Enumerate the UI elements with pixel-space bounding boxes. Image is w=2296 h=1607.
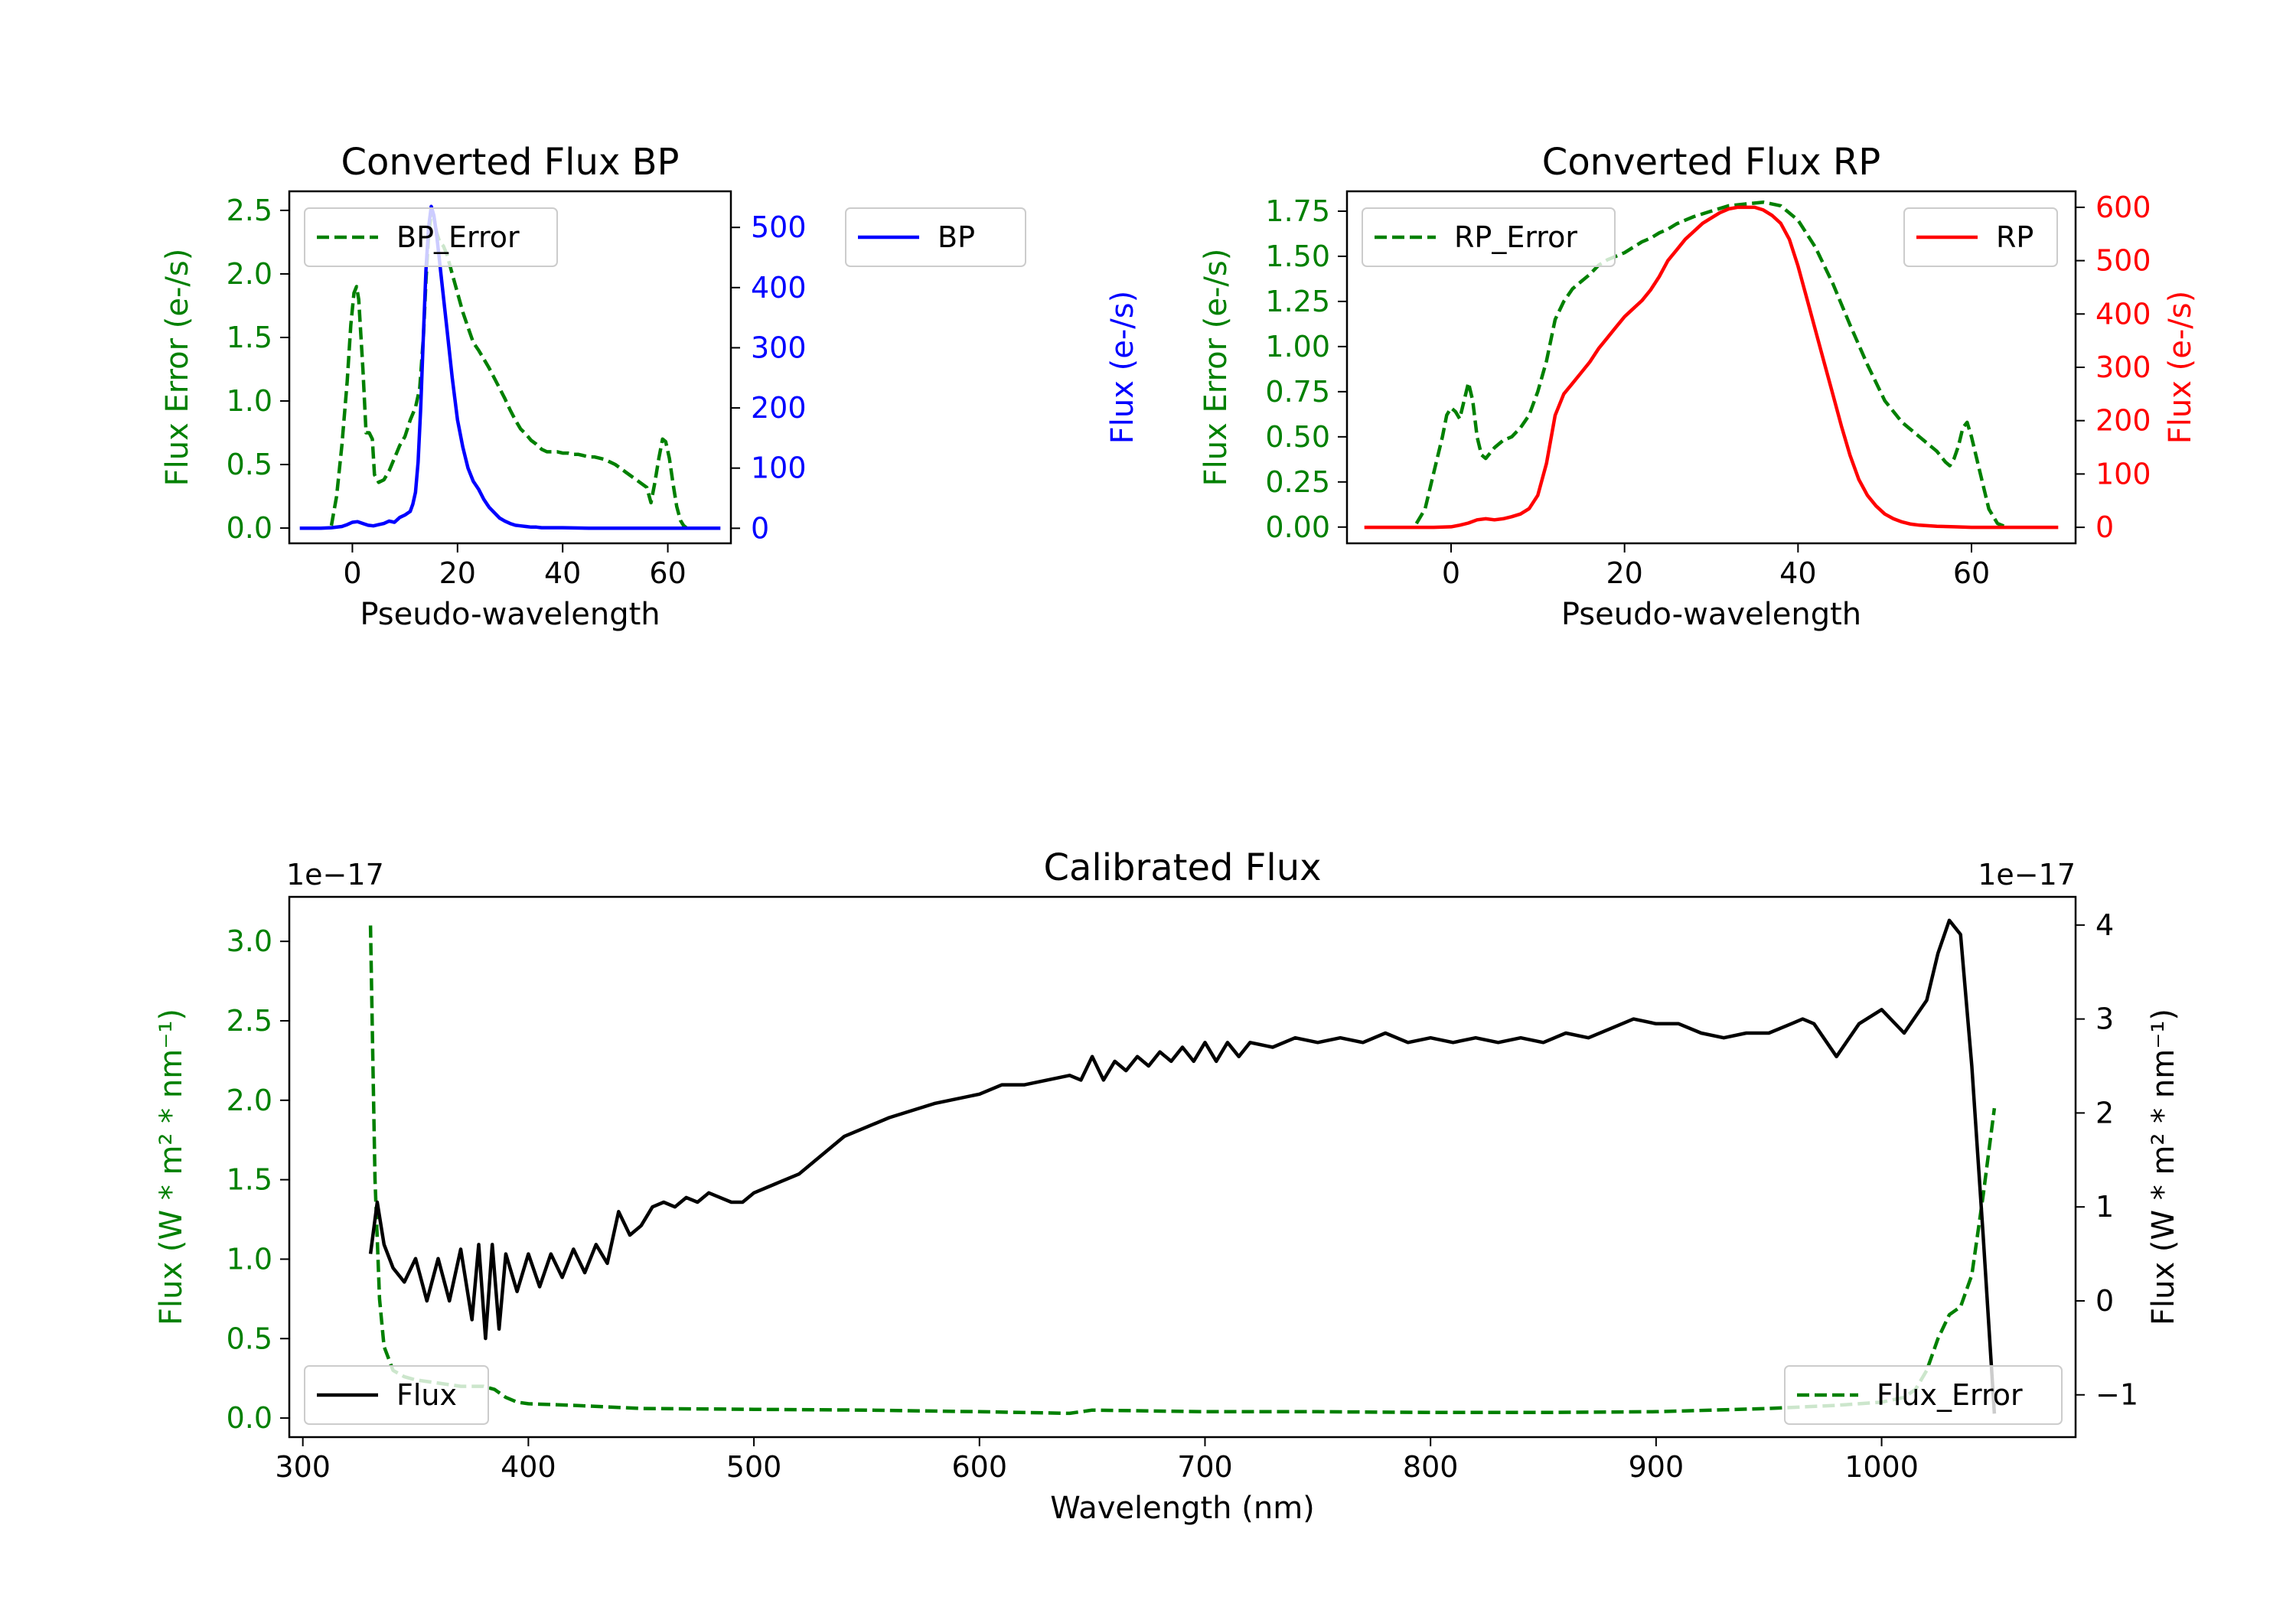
panel-converted-flux-rp: Converted Flux RP 0 20 40 60 Pseudo-wavelengt… — [1199, 141, 2198, 632]
legend-right-box — [1903, 207, 2058, 267]
y-left-tick-label: 0.75 — [1265, 375, 1330, 409]
legend-right-label: RP — [1996, 220, 2033, 254]
x-tick-label: 60 — [649, 556, 686, 590]
y-left-axis-label: Flux (W * m² * nm⁻¹) — [154, 1009, 189, 1325]
y-left-tick-label: 1.50 — [1265, 240, 1330, 273]
legend-left-box — [1362, 207, 1616, 267]
legend-left-box — [304, 207, 558, 267]
plot-frame — [288, 190, 732, 545]
series-line-bp-error — [329, 210, 688, 530]
y-left-axis-label: Flux Error (e-/s) — [1199, 249, 1234, 487]
y-left-tick-label: 3.0 — [227, 924, 272, 958]
y-right-tick-label: −1 — [2095, 1378, 2138, 1412]
legend-left-label: BP_Error — [396, 220, 520, 254]
y-right-tick-label: 4 — [2095, 908, 2114, 942]
y-right-tick-label: 2 — [2095, 1096, 2114, 1129]
y-left-tick-label: 2.5 — [227, 1004, 272, 1038]
x-tick-label: 400 — [501, 1450, 556, 1484]
series-line-rp — [1364, 205, 2059, 530]
y-right-tick-label: 300 — [751, 331, 807, 364]
legend-right-label: Flux_Error — [1877, 1378, 2023, 1412]
y-right-tick-label: 500 — [2095, 244, 2151, 278]
x-tick-label: 0 — [343, 556, 361, 590]
plot-frame — [1345, 190, 2077, 545]
series-line-flux — [368, 918, 1997, 1414]
legend-right-box — [845, 207, 1026, 267]
chart-title: Calibrated Flux — [1043, 846, 1321, 889]
y-right-tick-label: 100 — [2095, 457, 2151, 491]
y-left-tick-label: 1.75 — [1265, 194, 1330, 228]
y-right-axis-label: Flux (e-/s) — [2163, 291, 2198, 444]
x-tick-label: 60 — [1953, 556, 1990, 590]
x-tick-label: 0 — [1442, 556, 1460, 590]
x-tick-label: 600 — [952, 1450, 1008, 1484]
y-left-axis-label: Flux Error (e-/s) — [160, 249, 195, 487]
y-left-tick-label: 0.5 — [227, 448, 272, 481]
y-left-tick-label: 0.50 — [1265, 420, 1330, 454]
x-tick-label: 1000 — [1844, 1450, 1919, 1484]
chart-title: Converted Flux BP — [341, 141, 680, 184]
y-right-tick-label: 1 — [2095, 1190, 2114, 1224]
y-right-tick-label: 3 — [2095, 1002, 2114, 1036]
x-tick-label: 20 — [439, 556, 476, 590]
y-left-tick-label: 2.5 — [227, 194, 272, 227]
y-right-axis-label: Flux (e-/s) — [1105, 291, 1140, 444]
legend-left-label: RP_Error — [1454, 220, 1577, 254]
x-axis-label: Pseudo-wavelength — [1561, 597, 1861, 632]
x-tick-label: 40 — [544, 556, 581, 590]
y-left-tick-label: 0.0 — [227, 511, 272, 545]
legend-left-box — [304, 1365, 489, 1425]
y-left-tick-label: 0.25 — [1265, 465, 1330, 499]
y-left-tick-label: 1.5 — [227, 1163, 272, 1197]
y-right-tick-label: 0 — [2095, 1284, 2114, 1318]
y-right-tick-label: 200 — [2095, 404, 2151, 438]
y-left-tick-label: 1.5 — [227, 321, 272, 354]
y-left-tick-label: 0.5 — [227, 1322, 272, 1355]
plot-frame — [288, 895, 2077, 1439]
y-left-tick-label: 1.25 — [1265, 285, 1330, 318]
y-right-tick-label: 400 — [2095, 297, 2151, 331]
y-right-axis-label: Flux (W * m² * nm⁻¹) — [2146, 1009, 2181, 1325]
x-tick-label: 800 — [1403, 1450, 1459, 1484]
y-left-offset-label: 1e−17 — [286, 858, 384, 892]
y-left-tick-label: 2.0 — [227, 257, 272, 291]
chart-title: Converted Flux RP — [1542, 141, 1880, 184]
y-right-tick-label: 300 — [2095, 350, 2151, 384]
x-tick-label: 40 — [1779, 556, 1816, 590]
y-right-tick-label: 600 — [2095, 191, 2151, 224]
y-right-tick-label: 500 — [751, 210, 807, 244]
y-left-tick-label: 1.00 — [1265, 330, 1330, 363]
x-axis-label: Pseudo-wavelength — [360, 597, 660, 632]
legend-right-box — [1784, 1365, 2063, 1425]
x-tick-label: 700 — [1177, 1450, 1233, 1484]
legend-left-label: Flux — [396, 1378, 457, 1412]
y-left-tick-label: 0.00 — [1265, 510, 1330, 544]
legend-right-label: BP — [938, 220, 975, 254]
x-tick-label: 300 — [275, 1450, 331, 1484]
x-tick-label: 20 — [1606, 556, 1642, 590]
panel-calibrated-flux: Calibrated Flux 300 400 500 600 700 800 900 1000… — [154, 846, 2181, 1526]
panel-converted-flux-bp: Converted Flux BP 0 20 40 60 Pseudo-wavelengt… — [160, 141, 1140, 632]
x-tick-label: 500 — [726, 1450, 782, 1484]
y-right-tick-label: 0 — [751, 511, 769, 545]
y-right-tick-label: 100 — [751, 451, 807, 485]
y-right-tick-label: 0 — [2095, 510, 2114, 544]
x-axis-label: Wavelength (nm) — [1050, 1491, 1315, 1526]
x-tick-label: 900 — [1629, 1450, 1684, 1484]
y-left-tick-label: 1.0 — [227, 1242, 272, 1276]
y-left-tick-label: 2.0 — [227, 1084, 272, 1117]
series-line-rp-error — [1414, 200, 2007, 529]
y-right-tick-label: 200 — [751, 391, 807, 425]
y-right-offset-label: 1e−17 — [1978, 858, 2076, 892]
y-left-tick-label: 1.0 — [227, 384, 272, 418]
y-left-tick-label: 0.0 — [227, 1401, 272, 1435]
y-right-tick-label: 400 — [751, 271, 807, 305]
